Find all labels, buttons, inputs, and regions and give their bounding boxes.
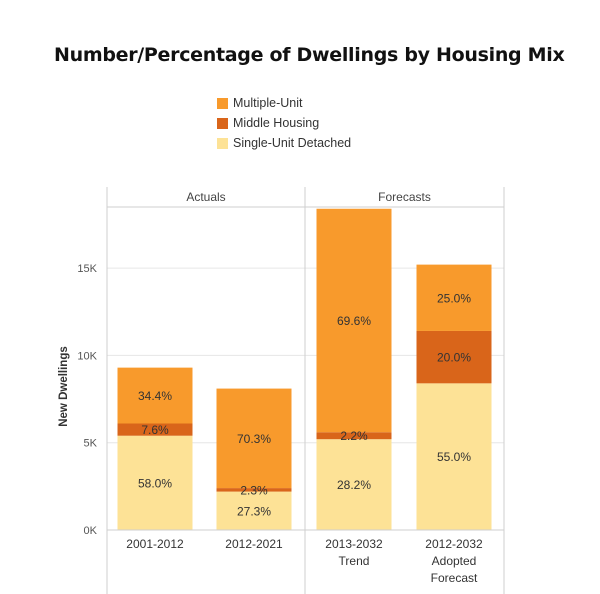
bar-2012-2032-adopted-forecast-multiple-unit (416, 264, 492, 331)
y-tick-label-3: 15K (77, 263, 97, 275)
data-label-2012-2021-multiple-unit: 70.3% (237, 432, 271, 446)
bar-2012-2032-adopted-forecast-middle-housing (416, 330, 492, 384)
bar-2012-2032-adopted-forecast-single-unit-detached (416, 383, 492, 530)
x-tick-label-2012-2021-line-0: 2012-2021 (225, 537, 283, 551)
y-tick-label-1: 5K (84, 438, 98, 450)
x-tick-label-2012-2032-adopted-forecast-line-2: Forecast (431, 571, 478, 585)
legend-label-single-unit-detached: Single-Unit Detached (233, 136, 352, 150)
bar-2001-2012-single-unit-detached (117, 435, 193, 530)
bar-2001-2012-multiple-unit (117, 367, 193, 424)
data-label-2012-2021-middle-housing: 2.3% (240, 483, 268, 497)
data-label-2012-2021-single-unit-detached: 27.3% (237, 504, 271, 518)
y-tick-label-2: 10K (77, 350, 97, 362)
data-label-2012-2032-adopted-forecast-single-unit-detached: 55.0% (437, 450, 471, 464)
legend-swatch-middle-housing (217, 117, 228, 129)
legend: Multiple-Unit Middle Housing Single-Unit… (217, 93, 351, 153)
legend-item-multiple-unit[interactable]: Multiple-Unit (217, 93, 351, 113)
bar-2012-2021-multiple-unit (216, 388, 292, 489)
legend-item-middle-housing[interactable]: Middle Housing (217, 113, 351, 133)
bar-2013-2032-trend-multiple-unit (316, 208, 392, 433)
data-label-2012-2032-adopted-forecast-multiple-unit: 25.0% (437, 291, 471, 305)
data-label-2001-2012-single-unit-detached: 58.0% (138, 476, 172, 490)
x-tick-label-2013-2032-trend-line-1: Trend (339, 554, 370, 568)
data-label-2012-2032-adopted-forecast-middle-housing: 20.0% (437, 351, 471, 365)
legend-swatch-single-unit-detached (217, 137, 228, 149)
bar-2012-2021-single-unit-detached (216, 491, 292, 530)
y-tick-label-0: 0K (84, 525, 98, 537)
x-tick-label-2012-2032-adopted-forecast-line-0: 2012-2032 (425, 537, 483, 551)
x-tick-label-2001-2012-line-0: 2001-2012 (126, 537, 184, 551)
panel-header-actuals: Actuals (186, 190, 225, 204)
legend-item-single-unit-detached[interactable]: Single-Unit Detached (217, 133, 351, 153)
panel-header-forecasts: Forecasts (378, 190, 431, 204)
bar-2013-2032-trend-middle-housing (316, 432, 392, 440)
chart-title: Number/Percentage of Dwellings by Housin… (54, 44, 565, 66)
bar-2012-2021-middle-housing (216, 488, 292, 492)
x-tick-label-2012-2032-adopted-forecast-line-1: Adopted (432, 554, 477, 568)
data-label-2001-2012-multiple-unit: 34.4% (138, 389, 172, 403)
data-label-2001-2012-middle-housing: 7.6% (141, 423, 169, 437)
y-axis-title: New Dwellings (58, 346, 70, 427)
legend-label-middle-housing: Middle Housing (233, 116, 320, 130)
legend-label-multiple-unit: Multiple-Unit (233, 96, 303, 110)
bar-2013-2032-trend-single-unit-detached (316, 439, 392, 530)
legend-swatch-multiple-unit (217, 97, 228, 109)
data-label-2013-2032-trend-single-unit-detached: 28.2% (337, 478, 371, 492)
data-label-2013-2032-trend-multiple-unit: 69.6% (337, 314, 371, 328)
bar-2001-2012-middle-housing (117, 423, 193, 436)
data-label-2013-2032-trend-middle-housing: 2.2% (340, 429, 368, 443)
x-tick-label-2013-2032-trend-line-0: 2013-2032 (325, 537, 383, 551)
